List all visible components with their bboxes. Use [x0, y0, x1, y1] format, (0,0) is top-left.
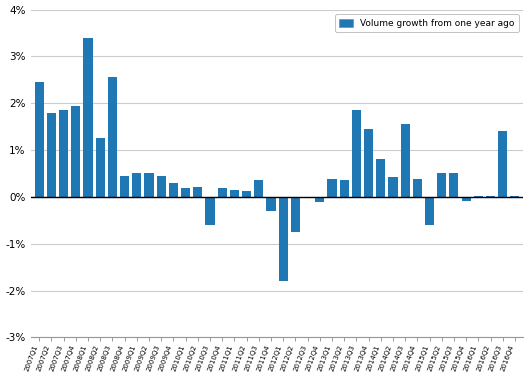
Bar: [132, 174, 141, 197]
Bar: [230, 190, 239, 197]
Bar: [84, 38, 93, 197]
Bar: [291, 197, 300, 232]
Bar: [340, 180, 349, 197]
Bar: [449, 174, 459, 197]
Bar: [254, 180, 263, 197]
Bar: [267, 197, 276, 211]
Bar: [108, 77, 117, 197]
Bar: [169, 183, 178, 197]
Legend: Volume growth from one year ago: Volume growth from one year ago: [335, 14, 519, 32]
Bar: [364, 129, 373, 197]
Bar: [327, 179, 336, 197]
Bar: [437, 174, 446, 197]
Bar: [71, 105, 80, 197]
Bar: [144, 174, 153, 197]
Bar: [413, 179, 422, 197]
Bar: [474, 196, 483, 197]
Bar: [376, 160, 385, 197]
Bar: [461, 197, 471, 201]
Bar: [400, 124, 409, 197]
Bar: [498, 131, 507, 197]
Bar: [34, 82, 44, 197]
Bar: [425, 197, 434, 225]
Bar: [47, 113, 56, 197]
Bar: [388, 177, 397, 197]
Bar: [279, 197, 288, 281]
Bar: [157, 176, 166, 197]
Bar: [181, 189, 190, 197]
Bar: [217, 189, 227, 197]
Bar: [315, 197, 324, 203]
Bar: [510, 196, 519, 197]
Bar: [193, 187, 203, 197]
Bar: [96, 138, 105, 197]
Bar: [59, 110, 68, 197]
Bar: [205, 197, 215, 225]
Bar: [242, 191, 251, 197]
Bar: [486, 196, 495, 197]
Bar: [352, 110, 361, 197]
Bar: [120, 176, 129, 197]
